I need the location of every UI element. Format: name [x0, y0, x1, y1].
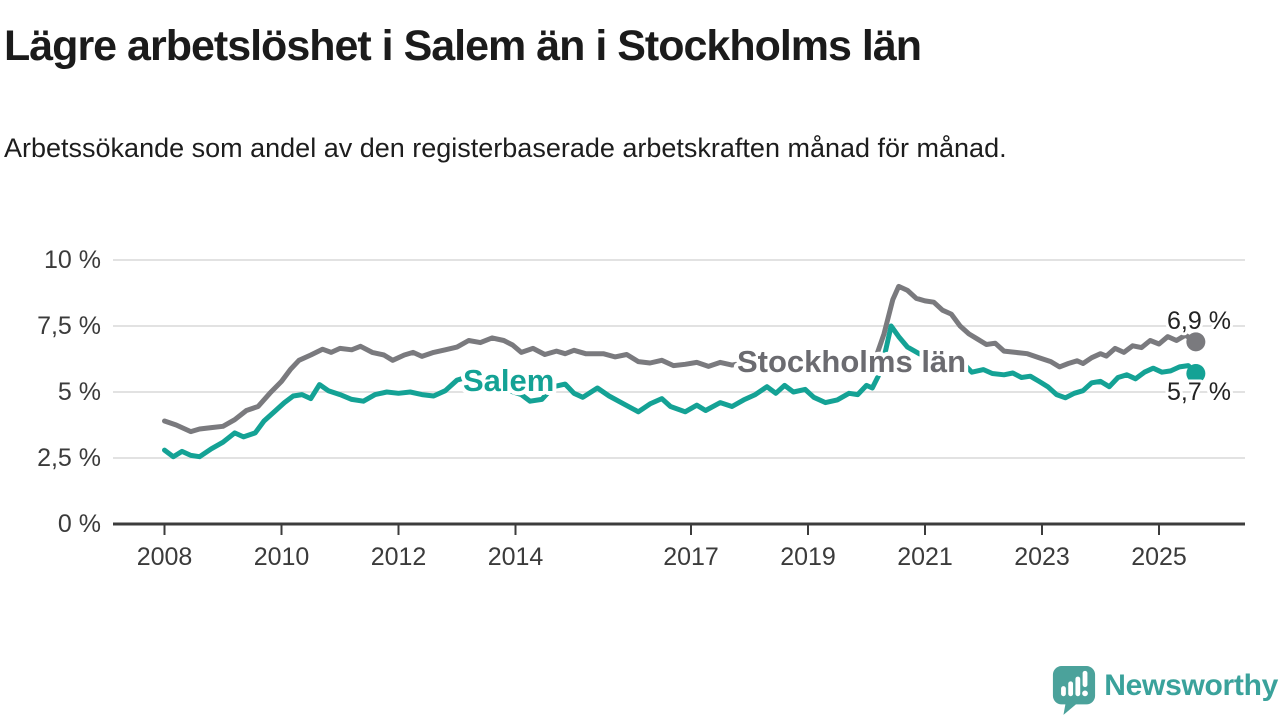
y-tick-label: 7,5 %	[37, 312, 101, 340]
chart-subtitle: Arbetssökande som andel av den registerb…	[4, 133, 1007, 163]
x-axis	[113, 522, 1245, 535]
x-tick-label: 2014	[488, 543, 544, 571]
axis-tick-labels: 0 % 2,5 % 5 % 7,5 % 10 % 2008 2010 2012 2014 2017…	[37, 246, 1187, 571]
x-tick-label: 2017	[663, 543, 719, 571]
logo-bubble-shape	[1053, 666, 1096, 715]
logo-bar-medium	[1068, 681, 1074, 697]
data-series	[162, 283, 1206, 460]
series-line-salem	[162, 323, 1199, 460]
series-label-stockholms-lan: Stockholms län	[737, 344, 966, 379]
y-tick-label: 2,5 %	[37, 444, 101, 472]
x-tick-label: 2023	[1014, 543, 1070, 571]
x-tick-label: 2019	[780, 543, 836, 571]
logo-exclamation-dot	[1082, 690, 1089, 697]
newsworthy-logo-icon	[1053, 666, 1096, 715]
logo-bar-small	[1061, 686, 1067, 697]
end-value-label-stockholms-lan: 6,9 %	[1167, 307, 1231, 335]
end-value-label-salem: 5,7 %	[1167, 378, 1231, 406]
y-tick-label: 10 %	[44, 246, 101, 274]
x-tick-label: 2025	[1131, 543, 1187, 571]
series-line-stockholms-lan	[162, 283, 1199, 435]
newsworthy-logo: Newsworthy	[1051, 664, 1278, 715]
chart-title: Lägre arbetslöshet i Salem än i Stockhol…	[4, 22, 922, 70]
y-tick-label: 5 %	[58, 378, 101, 406]
x-tick-label: 2008	[137, 543, 193, 571]
y-tick-label: 0 %	[58, 510, 101, 538]
series-end-dot-stockholms-lan	[1186, 332, 1206, 352]
logo-exclamation-bar	[1082, 670, 1088, 688]
newsworthy-wordmark: Newsworthy	[1104, 669, 1278, 702]
x-tick-label: 2010	[254, 543, 310, 571]
series-label-salem: Salem	[463, 363, 554, 398]
logo-bar-large	[1075, 676, 1081, 697]
x-tick-label: 2012	[371, 543, 427, 571]
series-end-dot-salem	[1186, 364, 1206, 384]
x-tick-label: 2021	[897, 543, 953, 571]
